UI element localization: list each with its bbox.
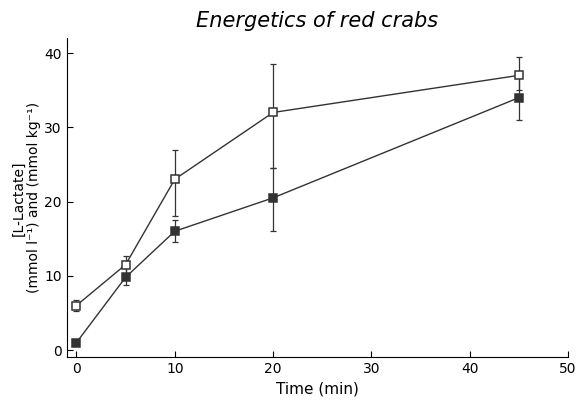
X-axis label: Time (min): Time (min) <box>276 382 359 397</box>
Y-axis label: [L-Lactate]
(mmol l⁻¹) and (mmol kg⁻¹): [L-Lactate] (mmol l⁻¹) and (mmol kg⁻¹) <box>11 102 41 293</box>
Title: Energetics of red crabs: Energetics of red crabs <box>196 11 439 31</box>
